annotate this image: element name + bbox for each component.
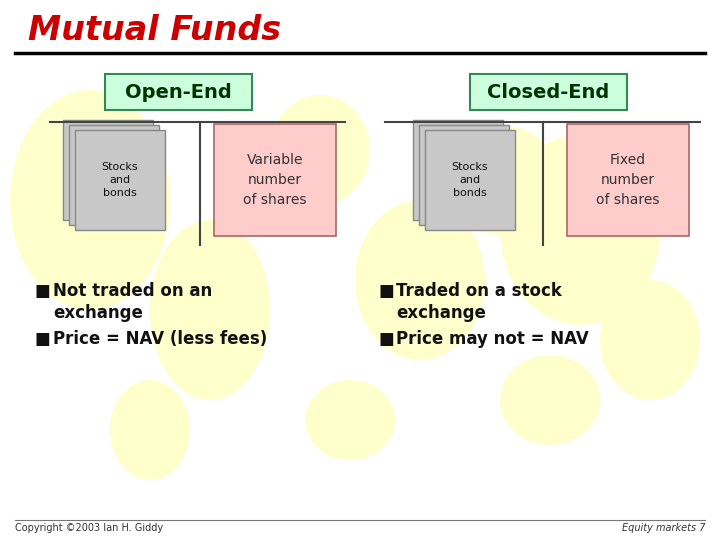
FancyBboxPatch shape xyxy=(75,130,165,230)
Text: ■: ■ xyxy=(378,282,394,300)
FancyBboxPatch shape xyxy=(413,120,503,220)
Text: Price may not = NAV: Price may not = NAV xyxy=(396,330,589,348)
Text: Stocks
and
bonds: Stocks and bonds xyxy=(451,162,488,198)
Text: Open-End: Open-End xyxy=(125,83,231,102)
Text: Closed-End: Closed-End xyxy=(487,83,609,102)
Ellipse shape xyxy=(500,135,660,325)
Ellipse shape xyxy=(305,380,395,460)
Ellipse shape xyxy=(110,380,190,480)
FancyBboxPatch shape xyxy=(567,124,689,236)
Text: ■: ■ xyxy=(35,282,50,300)
Text: Fixed
number
of shares: Fixed number of shares xyxy=(596,153,660,206)
Text: ■: ■ xyxy=(35,330,50,348)
Text: Stocks
and
bonds: Stocks and bonds xyxy=(102,162,138,198)
FancyBboxPatch shape xyxy=(469,74,626,110)
FancyBboxPatch shape xyxy=(214,124,336,236)
Text: Price = NAV (less fees): Price = NAV (less fees) xyxy=(53,330,267,348)
FancyBboxPatch shape xyxy=(63,120,153,220)
Text: Not traded on an
exchange: Not traded on an exchange xyxy=(53,282,212,322)
Text: Mutual Funds: Mutual Funds xyxy=(28,14,281,46)
FancyBboxPatch shape xyxy=(425,130,515,230)
Ellipse shape xyxy=(500,355,600,445)
Ellipse shape xyxy=(440,125,560,235)
FancyBboxPatch shape xyxy=(104,74,251,110)
Ellipse shape xyxy=(10,90,170,310)
Text: Copyright ©2003 Ian H. Giddy: Copyright ©2003 Ian H. Giddy xyxy=(15,523,163,533)
Ellipse shape xyxy=(150,220,270,400)
Ellipse shape xyxy=(600,280,700,400)
Text: Traded on a stock
exchange: Traded on a stock exchange xyxy=(396,282,562,322)
Text: ■: ■ xyxy=(378,330,394,348)
FancyBboxPatch shape xyxy=(69,125,159,225)
Ellipse shape xyxy=(270,95,370,205)
Ellipse shape xyxy=(355,200,485,360)
FancyBboxPatch shape xyxy=(419,125,509,225)
Text: Equity markets 7: Equity markets 7 xyxy=(621,523,705,533)
Text: Variable
number
of shares: Variable number of shares xyxy=(243,153,307,206)
